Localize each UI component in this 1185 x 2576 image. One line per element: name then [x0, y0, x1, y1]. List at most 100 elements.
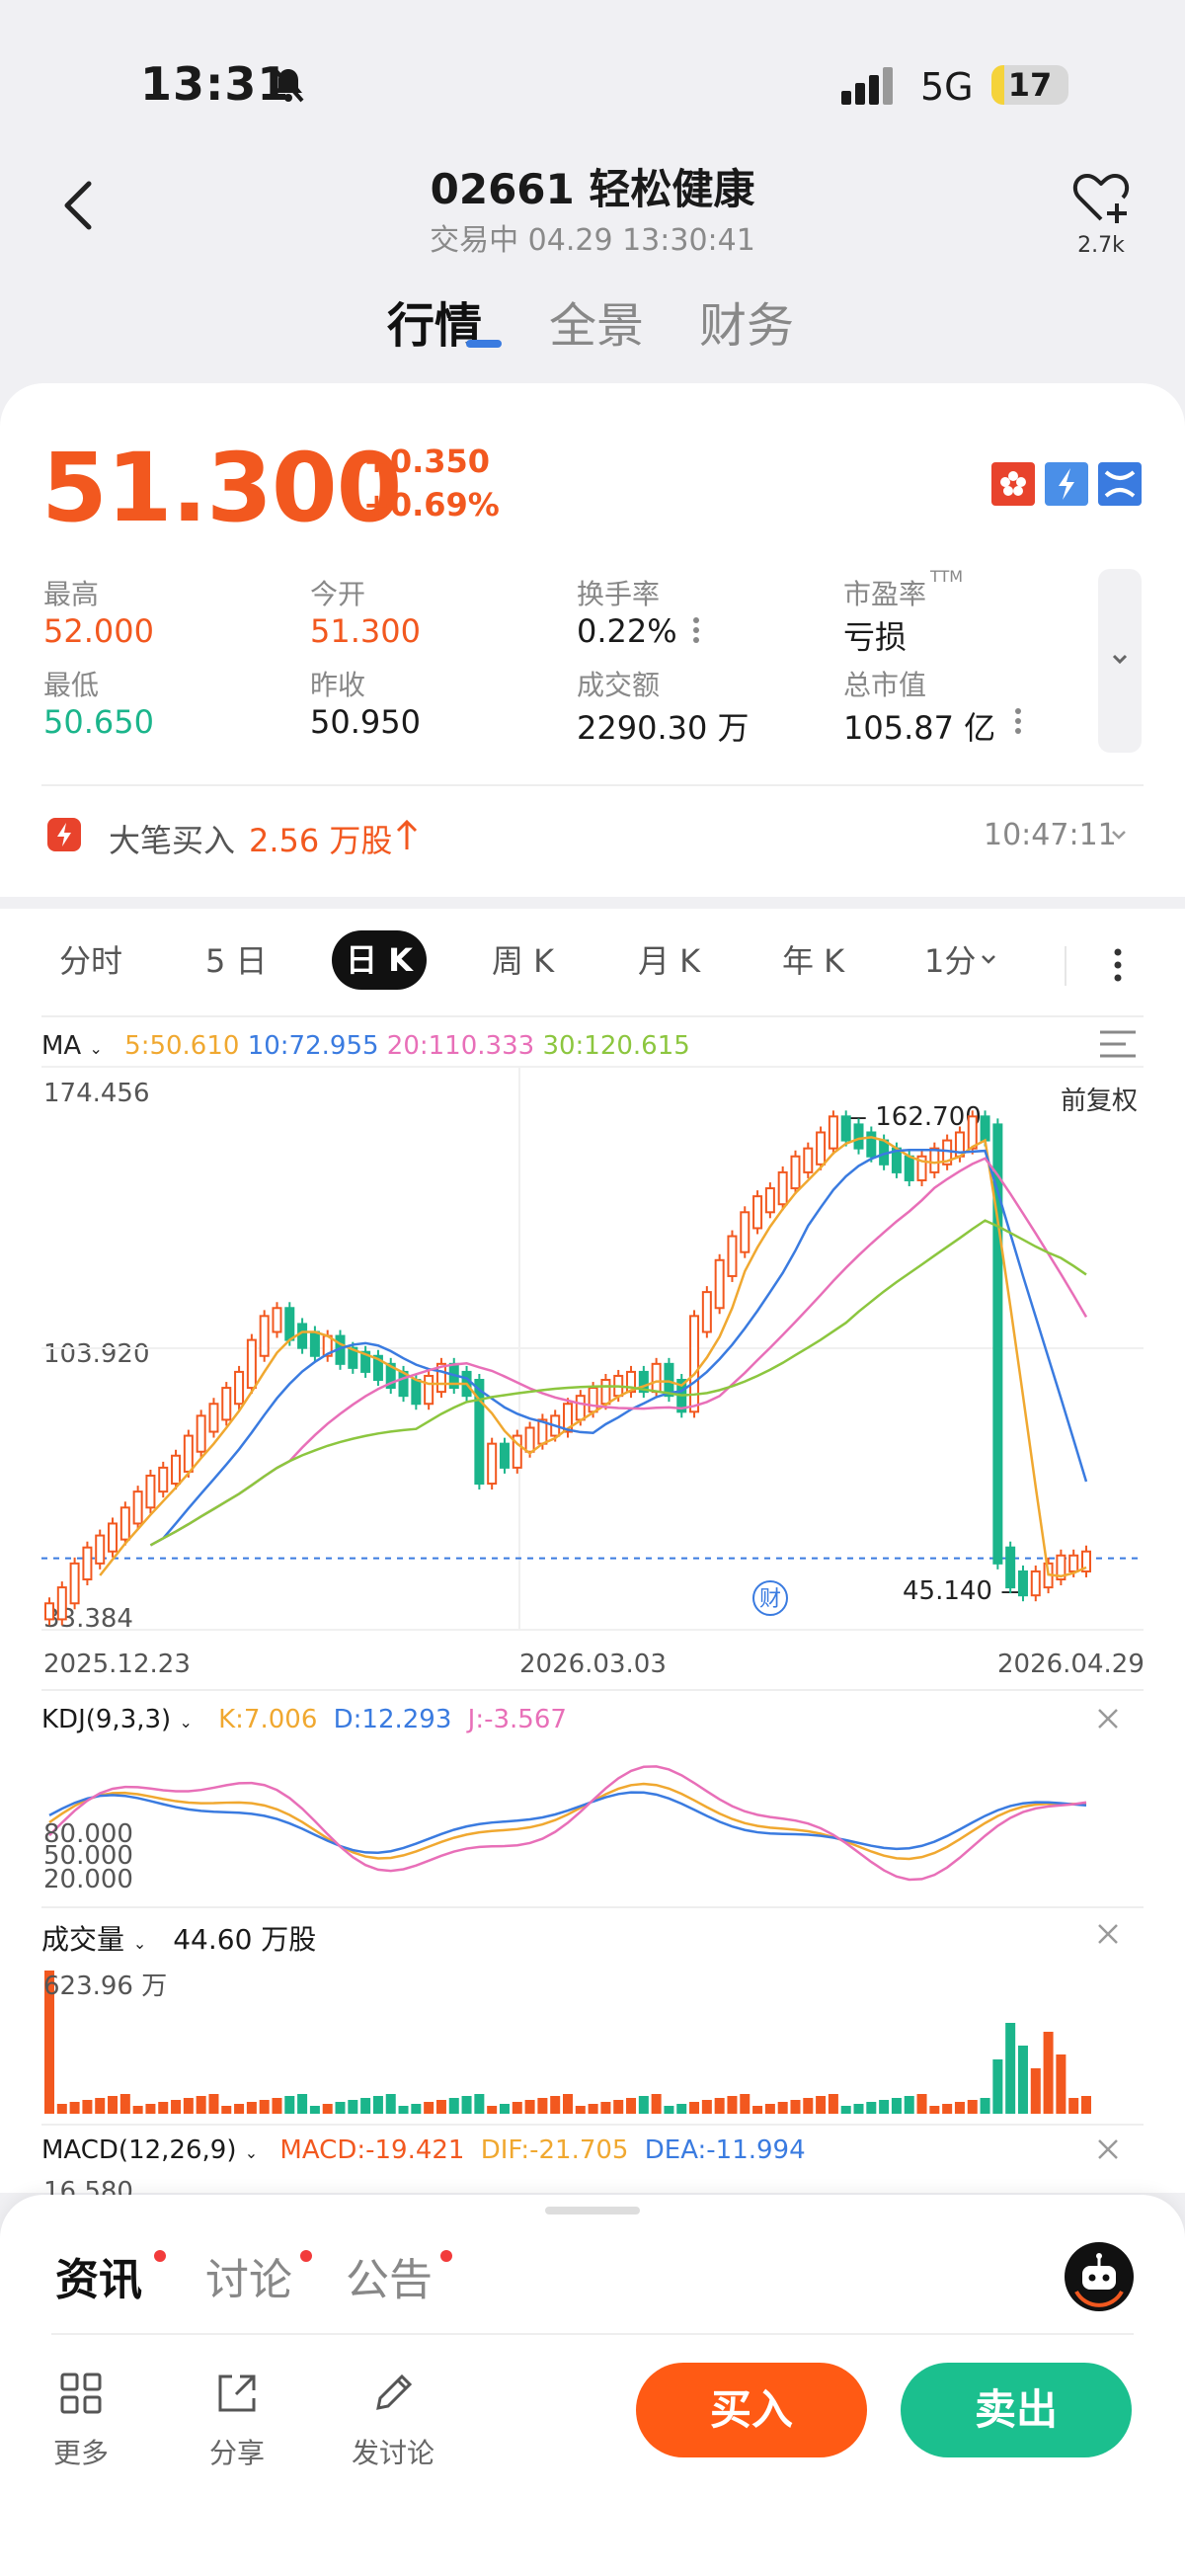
mute-icon: [269, 65, 308, 109]
big-trade-amount: 2.56 万股: [249, 822, 393, 859]
divider: [51, 2333, 1134, 2335]
volume-max: 623.96 万: [43, 1972, 168, 2001]
kdj-tick-50: 50.000: [43, 1841, 133, 1871]
big-trade-time: 10:47:11: [984, 818, 1117, 852]
macd-selector[interactable]: MACD(12,26,9): [41, 2135, 237, 2165]
tab-5day[interactable]: 5 日: [205, 942, 268, 980]
ma20-value: 20:110.333: [386, 1031, 535, 1061]
stat-amount-label: 成交额: [577, 669, 661, 701]
tab-quote-indicator: [466, 340, 502, 348]
more-label[interactable]: 更多: [52, 2437, 109, 2469]
signal-icon: [839, 67, 899, 111]
kdj-k: K:7.006: [218, 1705, 318, 1734]
kdj-tick-80: 80.000: [43, 1819, 133, 1849]
stat-low-value: 50.650: [43, 703, 154, 741]
big-trade-label: 大笔买入: [109, 822, 236, 859]
tab-1min[interactable]: 1分: [924, 942, 977, 980]
ma30-value: 30:120.615: [542, 1031, 690, 1061]
sell-button[interactable]: 卖出: [901, 2363, 1132, 2457]
chevron-down-icon[interactable]: [980, 950, 997, 972]
hk-flag-icon[interactable]: [991, 462, 1035, 506]
favorite-count: 2.7k: [1077, 233, 1125, 258]
stat-mktcap-label: 总市值: [843, 669, 927, 701]
chevron-down-icon[interactable]: ⌄: [132, 1934, 147, 1953]
announcements-badge-dot: [440, 2250, 452, 2262]
tab-overview[interactable]: 全景: [549, 298, 645, 354]
x-tick-end: 2026.04.29: [997, 1650, 1145, 1679]
sheet-handle[interactable]: [545, 2207, 640, 2214]
close-icon[interactable]: [1096, 2137, 1120, 2165]
stat-turnover-label: 换手率: [577, 578, 661, 610]
share-button[interactable]: [188, 2371, 286, 2420]
y-tick-top: 174.456: [43, 1079, 150, 1108]
post-discussion-button[interactable]: [344, 2371, 442, 2420]
stat-turnover-value: 0.22%: [577, 612, 677, 650]
tab-daily-k[interactable]: 日 K: [332, 930, 427, 990]
more-vert-icon[interactable]: [693, 616, 699, 644]
ai-assistant-icon[interactable]: [1065, 2242, 1134, 2311]
chevron-down-icon[interactable]: ⌄: [89, 1039, 103, 1058]
big-trade-icon: [47, 818, 81, 851]
tab-intraday[interactable]: 分时: [59, 942, 123, 980]
status-time: 13:31: [140, 57, 290, 111]
divider: [41, 784, 1144, 786]
back-icon[interactable]: [59, 178, 99, 237]
financial-report-marker[interactable]: 财: [752, 1580, 788, 1616]
more-vert-icon[interactable]: [1114, 948, 1122, 986]
news-badge-dot: [154, 2250, 166, 2262]
trading-status: 交易中 04.29 13:30:41: [430, 223, 755, 258]
divider: [41, 1015, 1144, 1017]
tab-news[interactable]: 资讯: [55, 2255, 142, 2305]
chart-panel: [0, 909, 1185, 2193]
macd-dif: DIF:-21.705: [480, 2135, 629, 2165]
indicator-settings-icon[interactable]: [1098, 1027, 1138, 1065]
quote-card: [0, 383, 1185, 897]
price-change-pct: +0.69%: [363, 486, 500, 523]
chevron-down-icon[interactable]: ⌄: [179, 1713, 193, 1731]
tab-discussion[interactable]: 讨论: [205, 2255, 292, 2305]
stat-open-label: 今开: [310, 578, 366, 610]
favorite-add-icon[interactable]: [1068, 170, 1134, 229]
arrow-up-icon: [395, 818, 419, 855]
more-button[interactable]: [32, 2371, 130, 2420]
network-label: 5G: [920, 65, 974, 109]
buy-button[interactable]: 买入: [636, 2363, 867, 2457]
close-icon[interactable]: [1096, 1922, 1120, 1950]
ma5-value: 5:50.610: [124, 1031, 240, 1061]
low-value: 45.140: [903, 1576, 992, 1606]
share-label[interactable]: 分享: [208, 2437, 265, 2469]
kdj-tick-20: 20.000: [43, 1865, 133, 1894]
y-tick-mid: 103.920: [43, 1339, 150, 1369]
tab-announcements[interactable]: 公告: [346, 2255, 433, 2305]
high-marker: — 162.700: [841, 1102, 982, 1132]
discussion-badge-dot: [300, 2250, 312, 2262]
chevron-down-icon[interactable]: [1110, 826, 1128, 847]
exchange-icon[interactable]: [1098, 462, 1142, 506]
tab-yearly-k[interactable]: 年 K: [782, 942, 845, 980]
more-vert-icon[interactable]: [1015, 707, 1021, 735]
volume-legend: 成交量 ⌄ 44.60 万股: [41, 1918, 316, 1958]
tab-monthly-k[interactable]: 月 K: [638, 942, 701, 980]
stat-prevclose-value: 50.950: [310, 703, 421, 741]
ma-legend: MA ⌄ 5:50.610 10:72.955 20:110.333 30:12…: [41, 1031, 690, 1061]
connect-icon[interactable]: [1045, 462, 1088, 506]
stat-pe-ttm: TTM: [930, 567, 964, 586]
kdj-selector[interactable]: KDJ(9,3,3): [41, 1705, 172, 1734]
close-icon[interactable]: [1096, 1707, 1120, 1734]
volume-selector[interactable]: 成交量: [41, 1923, 125, 1956]
stat-high-value: 52.000: [43, 612, 154, 650]
battery-icon: 17: [991, 65, 1068, 105]
adjust-label[interactable]: 前复权: [1061, 1087, 1139, 1116]
y-tick-bottom: 33.384: [43, 1604, 133, 1634]
macd-legend: MACD(12,26,9) ⌄ MACD:-19.421 DIF:-21.705…: [41, 2135, 806, 2165]
stat-high-label: 最高: [43, 578, 100, 610]
stat-amount-value: 2290.30 万: [577, 709, 750, 747]
post-discussion-label[interactable]: 发讨论: [351, 2437, 434, 2469]
kdj-d: D:12.293: [333, 1705, 452, 1734]
chevron-down-icon[interactable]: ⌄: [244, 2143, 259, 2162]
stats-expand-button[interactable]: [1098, 569, 1142, 753]
ma-selector[interactable]: MA: [41, 1031, 82, 1061]
macd-value: MACD:-19.421: [279, 2135, 465, 2165]
tab-weekly-k[interactable]: 周 K: [492, 942, 555, 980]
tab-financials[interactable]: 财务: [699, 298, 795, 354]
